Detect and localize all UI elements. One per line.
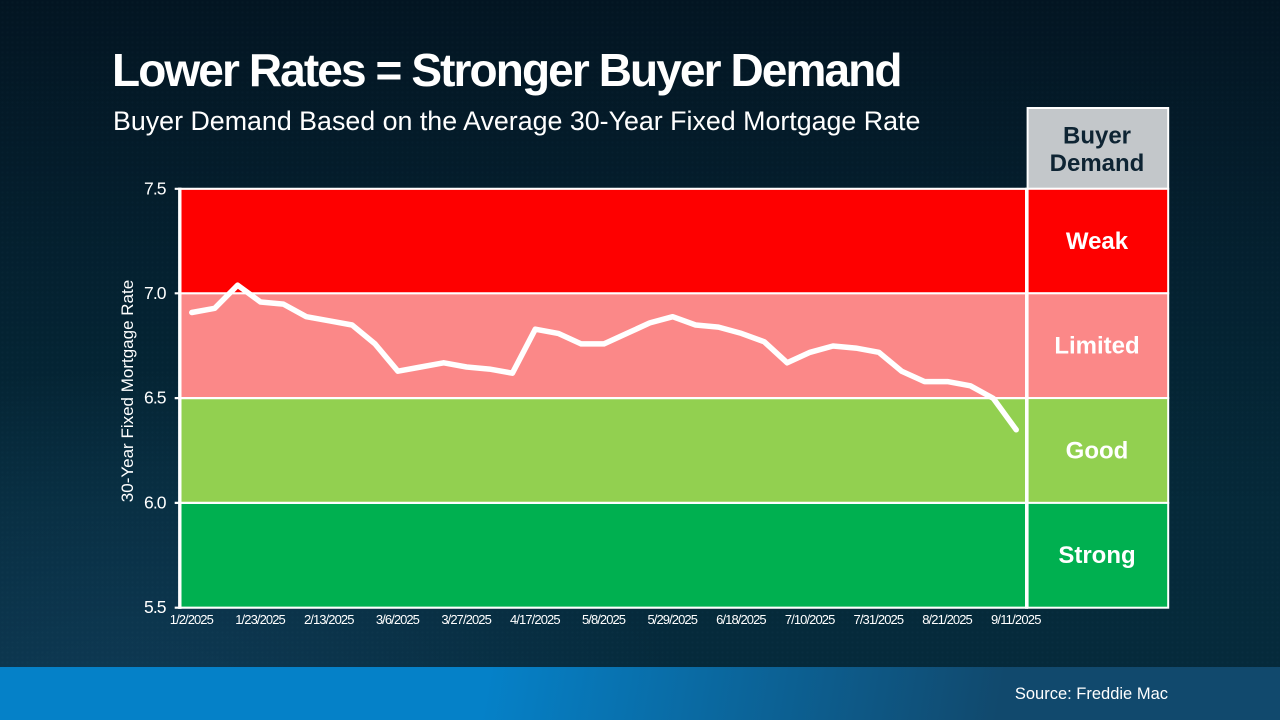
svg-text:4/17/2025: 4/17/2025 <box>510 612 561 627</box>
svg-text:3/6/2025: 3/6/2025 <box>376 612 420 627</box>
svg-text:5.5: 5.5 <box>144 597 167 617</box>
svg-text:Weak: Weak <box>1066 228 1129 255</box>
svg-text:Strong: Strong <box>1058 542 1135 569</box>
svg-text:Buyer: Buyer <box>1063 123 1131 150</box>
svg-text:Limited: Limited <box>1054 333 1139 360</box>
svg-text:1/2/2025: 1/2/2025 <box>170 612 214 627</box>
svg-text:Demand: Demand <box>1050 150 1145 177</box>
svg-text:3/27/2025: 3/27/2025 <box>441 612 492 627</box>
svg-text:7.0: 7.0 <box>144 283 167 303</box>
svg-text:30-Year Fixed Mortgage Rate: 30-Year Fixed Mortgage Rate <box>118 280 137 502</box>
svg-text:2/13/2025: 2/13/2025 <box>304 612 355 627</box>
svg-text:6.0: 6.0 <box>144 492 167 512</box>
svg-text:5/8/2025: 5/8/2025 <box>582 612 626 627</box>
svg-text:6/18/2025: 6/18/2025 <box>716 612 767 627</box>
svg-text:9/11/2025: 9/11/2025 <box>991 612 1041 627</box>
svg-text:5/29/2025: 5/29/2025 <box>647 612 698 627</box>
svg-text:7/10/2025: 7/10/2025 <box>785 612 836 627</box>
svg-text:1/23/2025: 1/23/2025 <box>235 612 286 627</box>
svg-text:6.5: 6.5 <box>144 388 167 408</box>
svg-text:Good: Good <box>1066 438 1129 465</box>
svg-text:8/21/2025: 8/21/2025 <box>922 612 973 627</box>
svg-text:7.5: 7.5 <box>144 178 167 198</box>
svg-text:7/31/2025: 7/31/2025 <box>854 612 905 627</box>
